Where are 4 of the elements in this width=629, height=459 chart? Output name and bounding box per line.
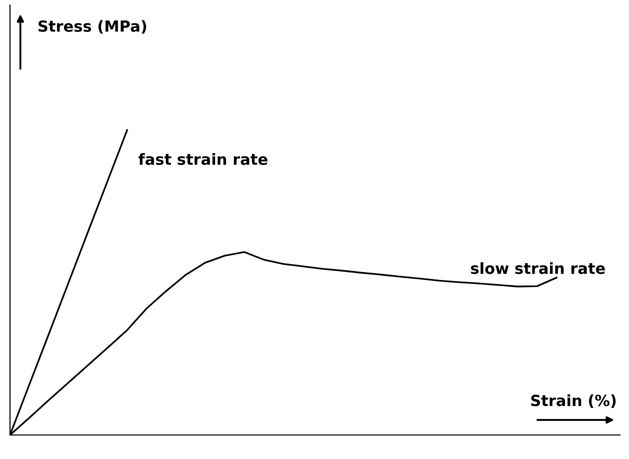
series-label: slow strain rate: [471, 262, 605, 274]
x-axis-title: Strain (%): [531, 394, 616, 408]
text: Stress (MPa): [38, 20, 146, 34]
series-label: fast strain rate: [138, 153, 268, 165]
